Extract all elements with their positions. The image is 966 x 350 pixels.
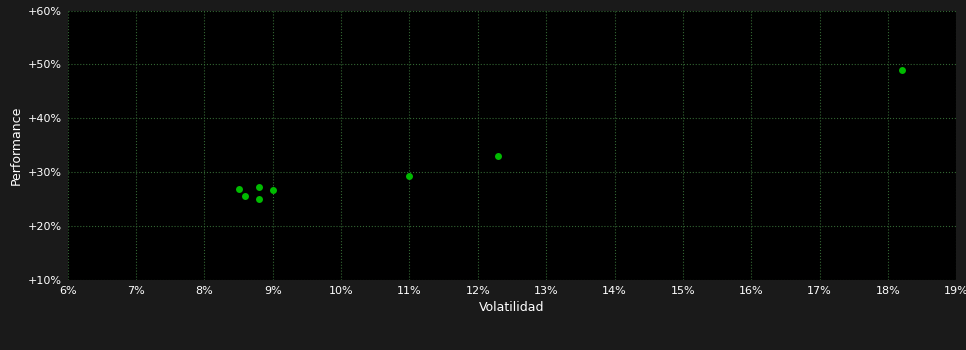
- Y-axis label: Performance: Performance: [10, 106, 22, 185]
- X-axis label: Volatilidad: Volatilidad: [479, 301, 545, 314]
